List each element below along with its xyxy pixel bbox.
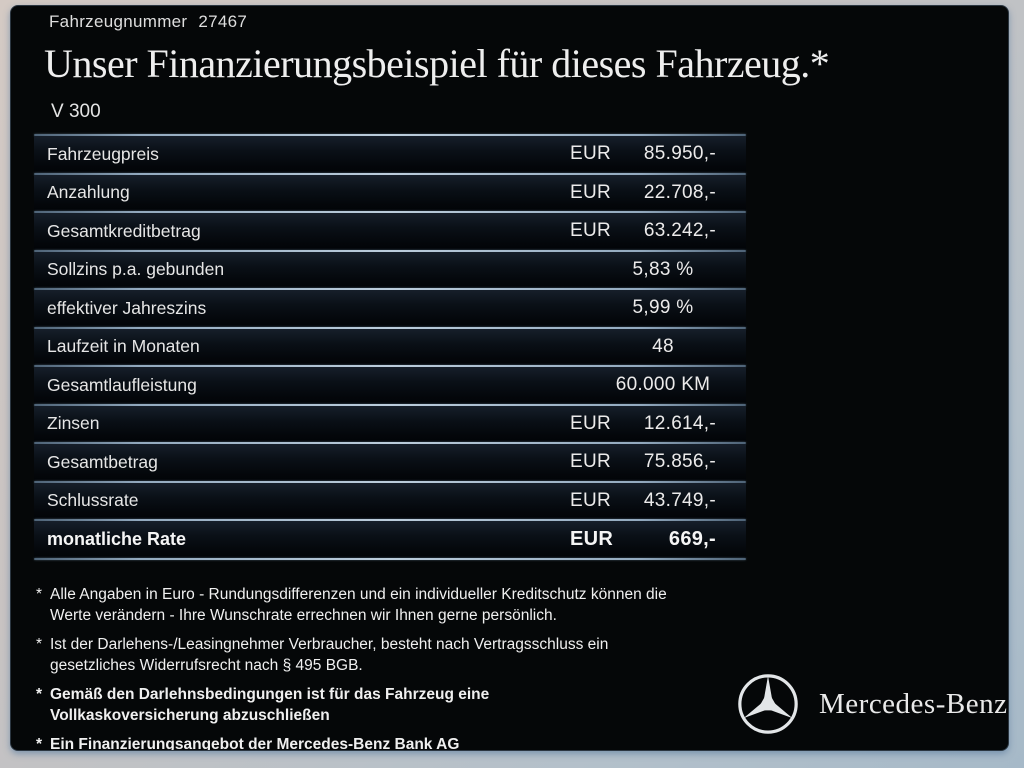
row-label: Gesamtkreditbetrag (47, 220, 201, 241)
table-row: Fahrzeugpreis EUR 85.950,- (34, 136, 746, 173)
currency-label: EUR (570, 143, 612, 165)
footnote-line: Gemäß den Darlehnsbedingungen ist für da… (50, 685, 490, 703)
footnote-marker: * (36, 635, 43, 653)
footnote-line: gesetzliches Widerrufsrecht nach § 495 B… (50, 657, 363, 674)
page-title: Unser Finanzierungsbeispiel für dieses F… (44, 41, 830, 86)
footnote: * Alle Angaben in Euro - Rundungsdiffere… (36, 584, 736, 627)
table-row: Gesamtlaufleistung 60.000 KM (34, 367, 746, 404)
table-row: Zinsen EUR 12.614,- (34, 405, 746, 442)
finance-offer-panel: Fahrzeugnummer 27467 Unser Finanzierungsb… (10, 5, 1009, 751)
currency-label: EUR (570, 412, 612, 434)
row-value: 22.708,- (643, 181, 716, 203)
row-label: Fahrzeugpreis (47, 143, 159, 164)
table-row: Gesamtbetrag EUR 75.856,- (34, 444, 746, 481)
footnote: * Ist der Darlehens-/Leasingnehmer Verbr… (36, 634, 736, 677)
table-divider (34, 172, 746, 175)
footnote-line: Werte verändern - Ihre Wunschrate errech… (50, 607, 557, 624)
vehicle-number-label: Fahrzeugnummer (49, 12, 188, 31)
row-label: Zinsen (47, 413, 100, 434)
row-label: Gesamtbetrag (47, 451, 158, 472)
row-label: Laufzeit in Monaten (47, 336, 200, 357)
table-divider (34, 211, 746, 213)
currency-label: EUR (570, 181, 612, 203)
vehicle-number: Fahrzeugnummer 27467 (49, 12, 1008, 32)
table-row: Anzahlung EUR 22.708,- (34, 174, 746, 211)
row-value: 12.614,- (643, 412, 716, 434)
footnote: * Ein Finanzierungsangebot der Mercedes-… (36, 734, 736, 751)
footnote-marker: * (36, 735, 43, 751)
footnote-line: Ist der Darlehens-/Leasingnehmer Verbrau… (50, 635, 609, 653)
mercedes-star-icon (738, 674, 798, 734)
footnote: * Gemäß den Darlehnsbedingungen ist für … (36, 684, 736, 727)
brand-name: Mercedes-Benz (819, 687, 1008, 720)
finance-table: Fahrzeugpreis EUR 85.950,- Anzahlung EUR 2… (34, 134, 746, 560)
footnote-line: Ein Finanzierungsangebot der Mercedes-Be… (50, 735, 460, 751)
row-label: Gesamtlaufleistung (47, 374, 197, 395)
row-value: 5,99 % (632, 297, 694, 319)
row-value: 60.000 KM (615, 374, 711, 396)
row-value: 5,83 % (632, 258, 694, 280)
table-divider (34, 403, 746, 406)
vehicle-model: V 300 (51, 101, 101, 122)
table-divider (34, 326, 746, 329)
row-value: 669,- (668, 527, 716, 550)
table-row-monthly-rate: monatliche Rate EUR 669,- (34, 521, 746, 558)
row-value: 85.950,- (643, 143, 716, 165)
row-label: Sollzins p.a. gebunden (47, 259, 225, 280)
table-divider (34, 365, 746, 367)
currency-label: EUR (570, 451, 612, 473)
row-label: Schlussrate (47, 490, 139, 511)
currency-label: EUR (570, 527, 614, 550)
row-value: 63.242,- (643, 220, 716, 242)
table-divider (34, 480, 746, 483)
table-divider (34, 288, 746, 290)
row-value: 48 (652, 335, 674, 357)
brand-footer: Mercedes-Benz (736, 672, 1007, 736)
table-divider (34, 134, 746, 136)
table-row: Schlussrate EUR 43.749,- (34, 482, 746, 519)
footnote-line: Vollkaskoversicherung abzuschließen (50, 707, 330, 724)
row-label: monatliche Rate (47, 528, 187, 549)
row-label: effektiver Jahreszins (47, 297, 207, 318)
table-divider (34, 557, 746, 560)
footnotes: * Alle Angaben in Euro - Rundungsdiffere… (36, 584, 736, 751)
table-row: Laufzeit in Monaten 48 (34, 328, 746, 365)
footnote-marker: * (36, 685, 43, 703)
row-value: 75.856,- (643, 451, 716, 473)
table-row: effektiver Jahreszins 5,99 % (34, 290, 746, 327)
table-row: Sollzins p.a. gebunden 5,83 % (34, 251, 746, 288)
table-divider (34, 442, 746, 444)
table-divider (34, 519, 746, 521)
footnote-marker: * (36, 585, 43, 603)
currency-label: EUR (570, 489, 612, 511)
currency-label: EUR (570, 220, 612, 242)
row-value: 43.749,- (643, 489, 716, 511)
table-divider (34, 249, 746, 252)
row-label: Anzahlung (47, 182, 130, 203)
footnote-line: Alle Angaben in Euro - Rundungsdifferenz… (50, 585, 667, 603)
vehicle-number-value: 27467 (198, 12, 248, 31)
table-row: Gesamtkreditbetrag EUR 63.242,- (34, 213, 746, 250)
